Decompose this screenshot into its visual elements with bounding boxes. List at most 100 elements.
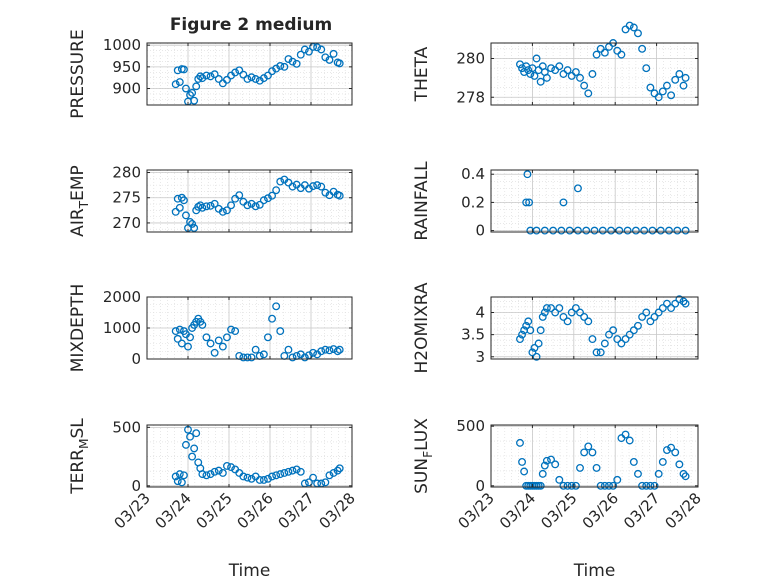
data-point	[642, 64, 651, 73]
y-axis-label: PRESSURE	[68, 29, 88, 118]
data-point	[646, 317, 655, 326]
data-point	[600, 481, 609, 490]
data-point	[638, 44, 647, 53]
data-point	[613, 335, 622, 344]
data-point	[288, 353, 297, 362]
data-point	[325, 346, 334, 355]
data-point	[280, 469, 289, 477]
data-point	[567, 71, 576, 80]
data-point	[584, 317, 593, 326]
axes-box	[490, 424, 699, 488]
y-tick-label: 4	[475, 304, 485, 322]
data-point	[288, 57, 297, 66]
data-point	[518, 458, 526, 466]
data-point	[592, 463, 601, 472]
data-point	[198, 320, 207, 329]
data-point	[658, 87, 667, 96]
data-point	[268, 472, 276, 481]
data-point	[227, 325, 235, 334]
data-point	[276, 62, 285, 70]
data-point	[247, 199, 256, 208]
data-point	[665, 226, 673, 235]
data-point	[305, 478, 313, 487]
y-tick-label: 1000	[103, 319, 141, 337]
data-point	[276, 177, 285, 186]
data-point	[227, 463, 235, 472]
data-point	[638, 481, 647, 490]
y-axis-label: MIXDEPTH	[68, 284, 88, 373]
data-point	[621, 335, 630, 344]
data-point	[650, 481, 659, 490]
data-point	[309, 42, 317, 51]
data-point	[272, 471, 281, 480]
data-point	[247, 353, 256, 362]
y-tick-label: 0	[131, 350, 141, 368]
data-point	[292, 465, 301, 474]
data-point	[264, 333, 272, 342]
data-point	[671, 299, 680, 308]
data-point	[532, 352, 541, 361]
y-tick-label: 280	[456, 50, 485, 68]
data-point	[231, 327, 240, 336]
data-point	[642, 481, 651, 490]
data-point	[613, 475, 622, 484]
data-point	[600, 339, 609, 348]
y-tick-label: 900	[112, 80, 141, 98]
y-axis-label: RAINFALL	[412, 161, 432, 241]
data-point	[540, 226, 549, 235]
data-point	[607, 226, 616, 235]
data-point	[663, 446, 671, 454]
data-point	[210, 467, 219, 476]
data-point	[292, 59, 301, 68]
chart-2: 278 280 THETA	[412, 21, 699, 106]
data-point	[625, 436, 634, 445]
data-point	[179, 65, 188, 74]
data-point	[524, 66, 533, 75]
data-point	[202, 71, 211, 80]
data-point	[671, 75, 680, 84]
data-point	[276, 470, 285, 479]
data-point	[679, 81, 688, 90]
data-point	[202, 333, 211, 342]
data-point	[333, 466, 342, 475]
data-point	[621, 430, 630, 439]
data-point	[309, 473, 317, 482]
data-point	[588, 448, 597, 457]
data-point	[210, 70, 219, 79]
data-point	[536, 326, 545, 335]
axes-box	[490, 169, 699, 233]
axes-box	[146, 169, 353, 233]
data-point	[175, 78, 184, 86]
data-point	[580, 81, 589, 90]
data-point	[516, 335, 524, 344]
data-point	[540, 461, 549, 470]
data-point	[571, 68, 580, 77]
data-point	[525, 198, 534, 207]
data-point	[656, 226, 665, 235]
data-point	[646, 481, 655, 490]
data-point	[542, 304, 551, 313]
data-point	[321, 188, 330, 197]
figure-title: Figure 2 medium	[170, 15, 332, 35]
data-point	[227, 201, 235, 210]
data-point	[243, 75, 252, 83]
data-point	[181, 211, 190, 220]
data-point	[177, 478, 186, 487]
data-point	[542, 73, 551, 82]
data-point	[325, 55, 334, 64]
data-point	[313, 43, 322, 52]
y-tick-label: 278	[456, 88, 485, 106]
y-tick-label: 0	[475, 222, 485, 240]
data-point	[555, 475, 564, 484]
y-tick-label: 3	[475, 348, 485, 366]
y-tick-label: 500	[112, 418, 141, 436]
data-point	[563, 317, 572, 326]
data-point	[218, 342, 227, 351]
data-point	[259, 350, 268, 359]
data-point	[192, 82, 201, 91]
axes-box	[490, 42, 699, 106]
data-point	[300, 353, 309, 362]
y-tick-label: 3.5	[461, 326, 485, 344]
data-point	[542, 456, 551, 465]
